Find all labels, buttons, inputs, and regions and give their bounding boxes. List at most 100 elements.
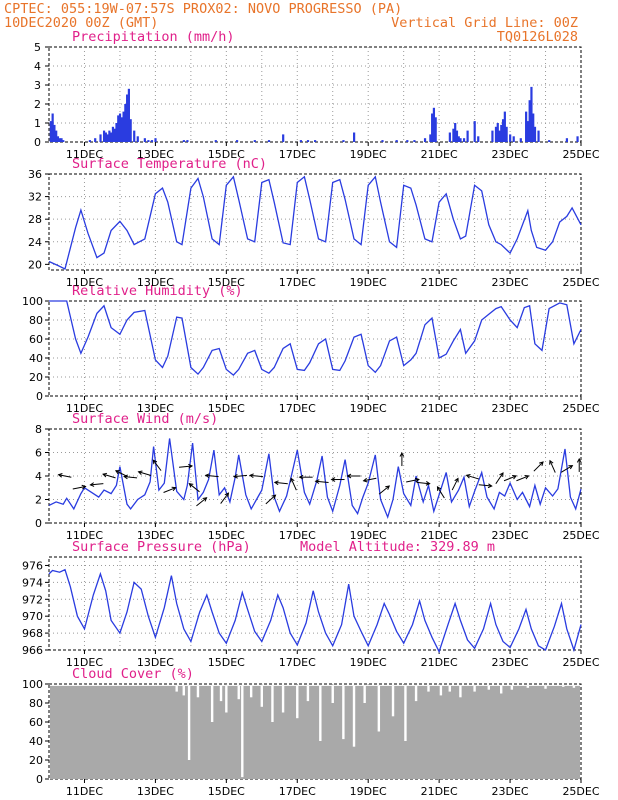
rh-ytick-label: 40 xyxy=(29,352,43,365)
wind-line xyxy=(48,438,582,520)
rh-xtick-label: 15DEC xyxy=(208,402,245,415)
wind-arrow-head xyxy=(549,459,554,465)
precip-title: Precipitation (mm/h) xyxy=(72,29,235,45)
precip-ytick-label: 3 xyxy=(34,79,41,92)
temp-line xyxy=(48,175,582,270)
rh-ytick-label: 60 xyxy=(29,333,43,346)
precip-bar xyxy=(314,140,317,142)
wind-panel: 0 2 4 6 8 11DEC 13DEC 15DEC 17DEC 19DEC 21DEC 23DEC… xyxy=(35,423,600,542)
pressure-ytick-label: 976 xyxy=(22,559,43,572)
temp-xtick-label: 13DEC xyxy=(137,276,174,289)
precip-bar xyxy=(182,140,185,142)
wind-arrow-head xyxy=(152,459,158,465)
precip-bar xyxy=(462,138,466,142)
temp-xtick-label: 11DEC xyxy=(66,276,103,289)
precip-xtick-label: 21DEC xyxy=(421,148,458,161)
precip-bar xyxy=(452,128,455,142)
temp-title: Surface Temperature (nC) xyxy=(72,156,267,172)
rh-xtick-label: 13DEC xyxy=(137,402,174,415)
precip-bar xyxy=(133,130,136,142)
rh-ytick-label: 0 xyxy=(36,390,43,403)
wind-arrow-head xyxy=(81,484,87,490)
pressure-xtick-label: 25DEC xyxy=(562,656,599,669)
wind-arrow-head xyxy=(346,473,352,479)
wind-arrow-shaft xyxy=(249,474,263,478)
wind-arrow-shaft xyxy=(138,471,152,476)
precip-bar xyxy=(454,123,457,142)
wind-arrow-shaft xyxy=(72,485,86,490)
precip-ytick-label: 4 xyxy=(34,60,41,73)
wind-arrow-shaft xyxy=(416,481,430,485)
wind-arrow-shaft xyxy=(163,487,176,493)
precip-bar xyxy=(477,136,480,142)
wind-xtick-label: 15DEC xyxy=(208,529,245,542)
wind-arrow-shaft xyxy=(533,461,544,472)
precip-bar xyxy=(106,134,109,142)
pressure-xtick-label: 17DEC xyxy=(279,656,316,669)
precip-bar xyxy=(235,140,239,142)
wind-arrow-shaft xyxy=(451,478,459,491)
precip-bar xyxy=(186,140,189,142)
precip-ytick-label: 2 xyxy=(34,98,41,111)
precip-bar xyxy=(108,130,111,142)
wind-arrow-shaft xyxy=(205,474,219,478)
rh-line xyxy=(49,300,582,376)
header-grid-note: Vertical Grid Line: 00Z xyxy=(391,15,578,31)
wind-arrow-head xyxy=(330,477,336,482)
precip-ytick-label: 0 xyxy=(34,136,41,149)
cloud-panel: 0 20 40 60 80 100 11DEC 13DEC 15DEC 17DEC 19DEC 21D… xyxy=(22,678,600,798)
precip-bar xyxy=(113,128,116,142)
precip-bar xyxy=(530,86,533,142)
precip-xtick-label: 13DEC xyxy=(137,148,174,161)
wind-ytick-label: 6 xyxy=(35,447,42,460)
cloud-dip xyxy=(414,685,418,702)
wind-xtick-label: 19DEC xyxy=(350,529,387,542)
precip-bar xyxy=(505,126,508,142)
rh-title: Relative Humidity (%) xyxy=(72,283,243,299)
temp-ytick-label: 20 xyxy=(28,258,42,271)
wind-arrow-shaft xyxy=(516,475,529,482)
wind-arrow-shaft xyxy=(466,474,480,480)
precip-bar xyxy=(512,136,515,142)
pressure-line xyxy=(48,568,582,654)
precip-bar xyxy=(501,119,505,142)
wind-arrow-shaft xyxy=(220,492,229,504)
precip-bar xyxy=(500,124,503,142)
wind-arrow-head xyxy=(224,492,230,498)
wind-arrow-shaft xyxy=(406,478,420,483)
wind-arrow-shaft xyxy=(437,486,445,499)
precip-bar xyxy=(533,126,537,142)
wind-arrow-head xyxy=(273,480,279,486)
cloud-dip xyxy=(500,685,503,694)
wind-arrow-shaft xyxy=(152,459,162,471)
wind-arrow-head xyxy=(454,477,459,483)
rh-xtick-label: 21DEC xyxy=(421,402,458,415)
precip-bar xyxy=(457,136,460,142)
precip-xtick-label: 25DEC xyxy=(562,148,599,161)
precip-bar xyxy=(62,140,65,142)
wind-arrow-shaft xyxy=(549,460,556,473)
wind-arrow-shaft xyxy=(90,483,104,486)
wind-arrow-head xyxy=(436,486,442,491)
precip-bar xyxy=(381,140,384,142)
cloud-dip xyxy=(572,685,576,688)
pressure-xtick-label: 23DEC xyxy=(492,656,529,669)
precip-bar xyxy=(395,140,398,142)
precip-bar xyxy=(498,130,501,142)
wind-ytick-label: 4 xyxy=(35,470,42,483)
temp-ytick-label: 24 xyxy=(28,236,42,249)
wind-arrow-head xyxy=(171,486,177,492)
precip-bar xyxy=(115,123,118,142)
wind-arrow-head xyxy=(271,494,277,500)
cloud-dip xyxy=(391,685,395,717)
rh-xtick-label: 25DEC xyxy=(562,402,599,415)
rh-panel: 0 20 40 60 80 100 11DEC 13DEC 15DEC 17DEC 19DEC 21D… xyxy=(22,295,600,415)
wind-xtick-label: 21DEC xyxy=(421,529,458,542)
cloud-dip xyxy=(342,685,345,740)
wind-ytick-label: 2 xyxy=(35,494,42,507)
precip-bar xyxy=(49,121,52,142)
cloud-dip xyxy=(562,685,565,687)
precip-bar xyxy=(548,140,551,142)
wind-arrow-head xyxy=(385,485,391,490)
cloud-ytick-label: 80 xyxy=(29,697,43,710)
